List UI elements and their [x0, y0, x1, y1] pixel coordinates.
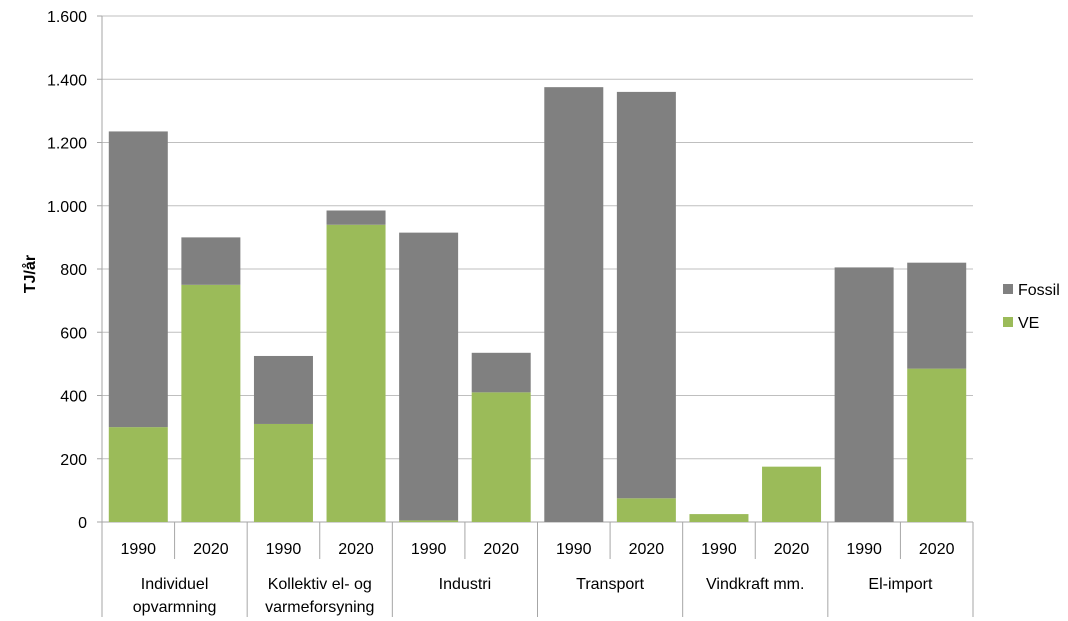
- group-label: Kollektiv el- og: [268, 576, 372, 593]
- legend-label-ve: VE: [1018, 315, 1039, 332]
- year-label: 1990: [701, 541, 737, 558]
- year-label: 1990: [411, 541, 447, 558]
- bar-fossil: [326, 210, 386, 225]
- group-label: Individuel: [141, 576, 209, 593]
- bar-fossil: [399, 232, 459, 521]
- y-tick-label: 200: [60, 452, 87, 469]
- axes: [97, 15, 974, 617]
- group-label: El-import: [868, 576, 933, 593]
- year-label: 1990: [120, 541, 156, 558]
- bar-ve: [762, 466, 822, 522]
- y-tick-labels: 0 200 400 600 800 1.000 1.200 1.400 1.600: [47, 9, 87, 532]
- bar-ve: [471, 392, 531, 522]
- year-label: 2020: [338, 541, 374, 558]
- legend-swatch-ve: [1003, 317, 1013, 327]
- legend: Fossil VE: [1003, 282, 1060, 332]
- group-label: Transport: [576, 576, 644, 593]
- y-tick-label: 1.200: [47, 136, 87, 153]
- y-tick-label: 800: [60, 262, 87, 279]
- legend-label-fossil: Fossil: [1018, 282, 1060, 299]
- group-label: Vindkraft mm.: [706, 576, 804, 593]
- group-label: Industri: [439, 576, 491, 593]
- bar-fossil: [834, 267, 894, 522]
- bar-ve: [326, 224, 386, 522]
- bar-fossil: [471, 352, 531, 393]
- year-label: 2020: [919, 541, 955, 558]
- y-tick-label: 400: [60, 389, 87, 406]
- bar-fossil: [616, 91, 676, 499]
- bar-fossil: [108, 131, 168, 428]
- group-label: opvarmning: [133, 599, 217, 616]
- group-label: varmeforsyning: [265, 599, 374, 616]
- bars: [108, 87, 967, 522]
- bar-ve: [616, 498, 676, 522]
- bar-fossil: [907, 262, 967, 369]
- bar-ve: [108, 427, 168, 522]
- y-tick-label: 1.600: [47, 9, 87, 26]
- bar-fossil: [253, 355, 313, 424]
- year-label: 2020: [774, 541, 810, 558]
- year-label: 2020: [629, 541, 665, 558]
- y-tick-label: 1.400: [47, 72, 87, 89]
- bar-ve: [253, 423, 313, 522]
- x-category-labels: 1990 2020 Individuel opvarmning 1990 2020 Koll…: [120, 541, 954, 616]
- year-label: 1990: [556, 541, 592, 558]
- y-tick-label: 0: [78, 515, 87, 532]
- year-label: 1990: [266, 541, 302, 558]
- year-label: 2020: [483, 541, 519, 558]
- bar-ve: [689, 514, 749, 522]
- bar-fossil: [181, 237, 241, 285]
- year-label: 1990: [846, 541, 882, 558]
- bar-ve: [399, 520, 459, 522]
- bar-fossil: [544, 87, 604, 522]
- bar-ve: [181, 284, 241, 522]
- y-tick-label: 1.000: [47, 199, 87, 216]
- y-axis-label: TJ/år: [21, 255, 39, 293]
- y-tick-label: 600: [60, 325, 87, 342]
- year-label: 2020: [193, 541, 229, 558]
- legend-swatch-fossil: [1003, 284, 1013, 294]
- bar-ve: [907, 368, 967, 522]
- gridlines: [102, 15, 973, 460]
